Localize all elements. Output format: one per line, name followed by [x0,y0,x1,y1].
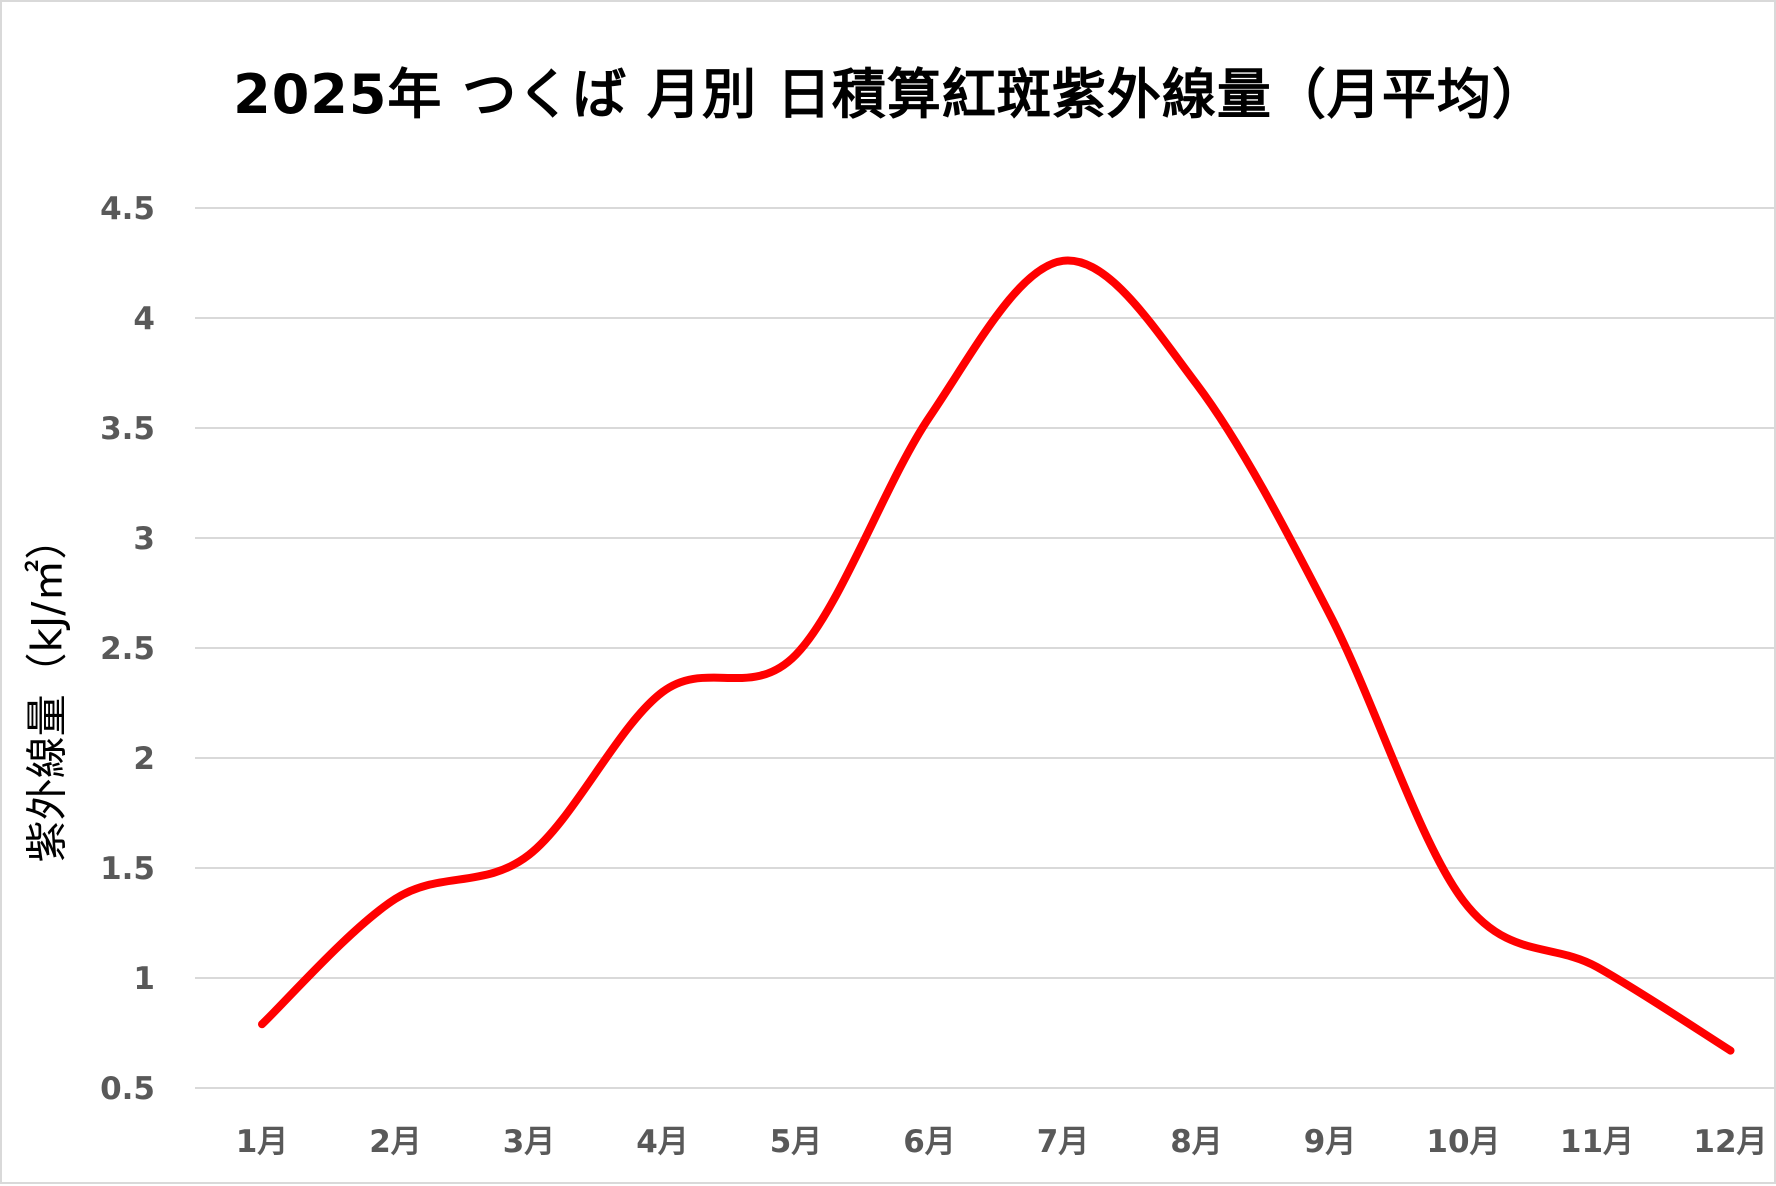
data-point [1593,963,1601,971]
x-tick-label: 4月 [636,1124,689,1160]
data-point [1059,257,1067,265]
x-tick-label: 11月 [1560,1124,1634,1160]
y-tick-label: 2.5 [100,631,155,667]
y-tick-label: 2 [133,741,155,777]
data-point [1460,897,1468,905]
x-tick-label: 1月 [236,1124,289,1160]
chart-title: 2025年 つくば 月別 日積算紅斑紫外線量（月平均） [233,63,1547,126]
data-point [392,895,400,903]
data-point [1727,1047,1735,1055]
x-tick-label: 10月 [1426,1124,1500,1160]
data-point [525,851,533,859]
data-point [792,651,800,659]
x-tick-label: 6月 [903,1124,956,1160]
y-tick-label: 3 [133,521,155,557]
series-line [258,256,1735,1055]
x-tick-label: 5月 [770,1124,823,1160]
y-tick-label: 4.5 [100,191,155,227]
y-tick-label: 3.5 [100,411,155,447]
data-point [258,1020,266,1028]
x-tick-label: 9月 [1304,1124,1357,1160]
y-tick-label: 4 [133,301,155,337]
x-tick-label: 7月 [1037,1124,1090,1160]
x-tick-label: 2月 [369,1124,422,1160]
x-tick-label: 12月 [1693,1124,1767,1160]
y-tick-label: 1.5 [100,851,155,887]
y-tick-label: 0.5 [100,1071,155,1107]
data-point [1193,380,1201,388]
data-point [659,688,667,696]
data-point [926,413,934,421]
x-tick-label: 3月 [503,1124,556,1160]
x-tick-label: 8月 [1170,1124,1223,1160]
y-tick-label: 1 [133,961,155,997]
data-point [1326,611,1334,619]
